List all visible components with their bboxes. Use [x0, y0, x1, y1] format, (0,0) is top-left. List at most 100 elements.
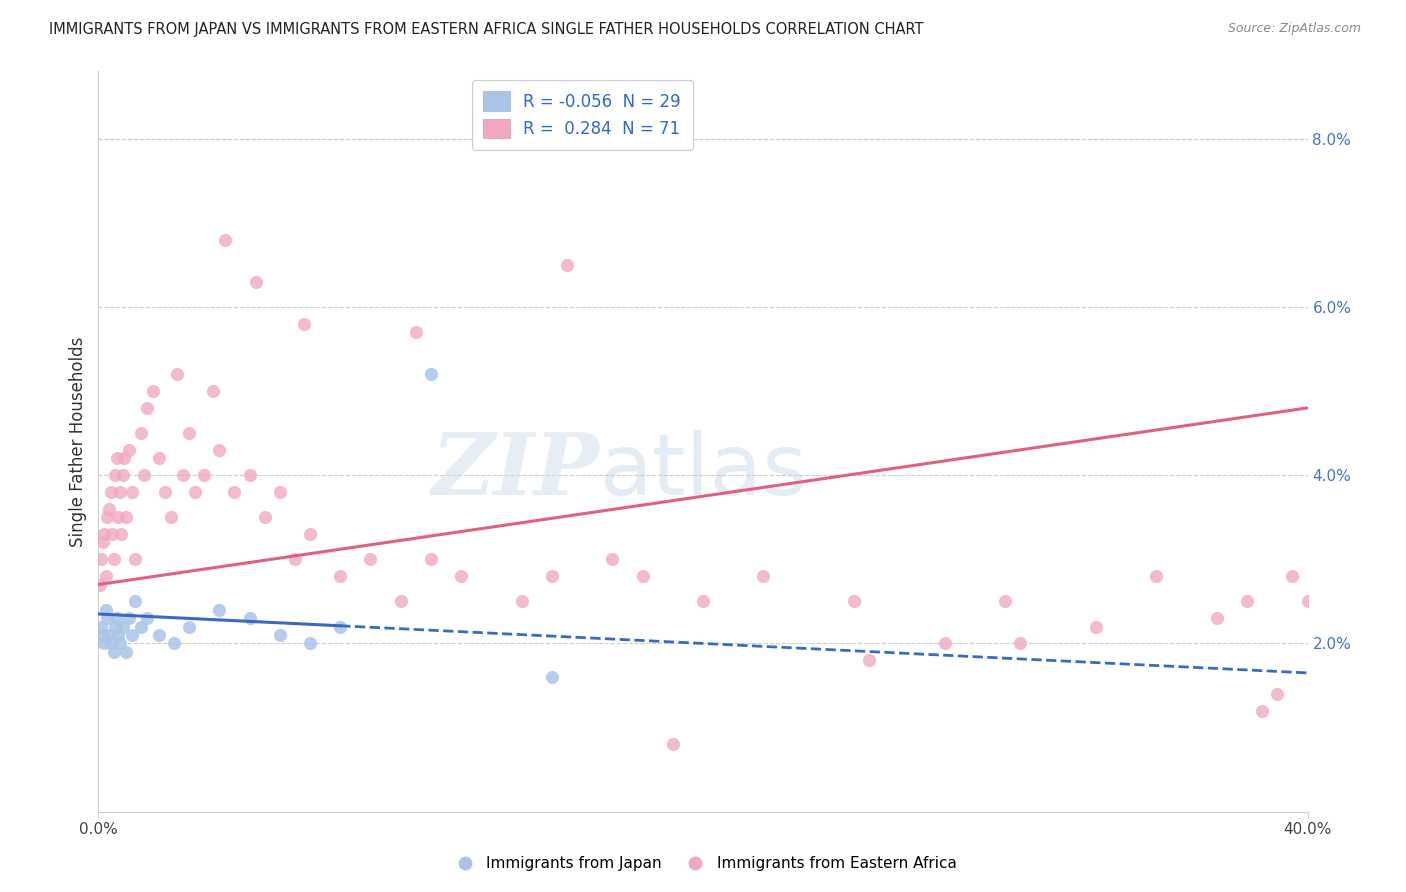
Point [90, 552, 112, 566]
Point [1206, 611, 1229, 625]
Point [114, 645, 136, 659]
Point [91, 628, 114, 642]
Point [1281, 569, 1303, 583]
Point [104, 619, 127, 633]
Point [121, 485, 143, 500]
Point [193, 468, 215, 483]
Point [148, 451, 170, 466]
Point [91, 535, 114, 549]
Point [100, 636, 122, 650]
Point [405, 325, 427, 339]
Point [160, 510, 183, 524]
Point [329, 569, 352, 583]
Point [96, 510, 118, 524]
Point [103, 645, 125, 659]
Point [153, 485, 176, 500]
Point [540, 569, 562, 583]
Point [420, 552, 443, 566]
Point [269, 485, 291, 500]
Point [540, 670, 562, 684]
Point [110, 527, 132, 541]
Point [934, 636, 956, 650]
Point [360, 552, 382, 566]
Point [510, 594, 533, 608]
Point [1010, 636, 1032, 650]
Point [1085, 619, 1108, 633]
Text: atlas: atlas [600, 430, 808, 513]
Point [94, 603, 117, 617]
Point [994, 594, 1017, 608]
Point [132, 468, 155, 483]
Legend: Immigrants from Japan, Immigrants from Eastern Africa: Immigrants from Japan, Immigrants from E… [443, 850, 963, 877]
Point [111, 619, 134, 633]
Text: Source: ZipAtlas.com: Source: ZipAtlas.com [1227, 22, 1361, 36]
Point [292, 317, 315, 331]
Point [389, 594, 412, 608]
Point [752, 569, 775, 583]
Point [148, 628, 170, 642]
Text: ZIP: ZIP [433, 429, 600, 513]
Point [1251, 704, 1274, 718]
Point [93, 636, 115, 650]
Point [245, 275, 267, 289]
Point [450, 569, 472, 583]
Point [94, 569, 117, 583]
Point [224, 485, 246, 500]
Point [208, 442, 231, 457]
Point [299, 527, 322, 541]
Point [101, 527, 124, 541]
Point [179, 426, 201, 441]
Point [329, 619, 352, 633]
Legend: R = -0.056  N = 29, R =  0.284  N = 71: R = -0.056 N = 29, R = 0.284 N = 71 [471, 79, 693, 150]
Point [118, 442, 141, 457]
Point [121, 628, 143, 642]
Point [253, 510, 276, 524]
Point [98, 628, 121, 642]
Point [107, 628, 129, 642]
Point [1236, 594, 1258, 608]
Point [104, 468, 127, 483]
Point [107, 510, 129, 524]
Point [284, 552, 307, 566]
Point [179, 619, 201, 633]
Point [692, 594, 714, 608]
Point [105, 611, 128, 625]
Point [208, 603, 231, 617]
Point [129, 619, 152, 633]
Point [90, 619, 112, 633]
Point [1146, 569, 1168, 583]
Point [142, 384, 165, 398]
Point [858, 653, 880, 667]
Point [135, 611, 157, 625]
Point [105, 451, 128, 466]
Point [124, 552, 146, 566]
Point [1296, 594, 1319, 608]
Point [124, 594, 146, 608]
Point [98, 501, 121, 516]
Point [631, 569, 654, 583]
Point [661, 738, 683, 752]
Point [118, 611, 141, 625]
Point [111, 468, 134, 483]
Point [108, 636, 131, 650]
Point [602, 552, 624, 566]
Text: IMMIGRANTS FROM JAPAN VS IMMIGRANTS FROM EASTERN AFRICA SINGLE FATHER HOUSEHOLDS: IMMIGRANTS FROM JAPAN VS IMMIGRANTS FROM… [49, 22, 924, 37]
Point [202, 384, 225, 398]
Point [163, 636, 186, 650]
Point [844, 594, 866, 608]
Point [299, 636, 322, 650]
Point [100, 485, 122, 500]
Point [89, 577, 111, 591]
Point [114, 510, 136, 524]
Point [269, 628, 291, 642]
Point [214, 233, 236, 247]
Point [555, 258, 578, 272]
Point [103, 552, 125, 566]
Point [184, 485, 207, 500]
Point [1267, 687, 1289, 701]
Point [172, 468, 194, 483]
Point [108, 485, 131, 500]
Point [135, 401, 157, 415]
Point [129, 426, 152, 441]
Point [420, 368, 443, 382]
